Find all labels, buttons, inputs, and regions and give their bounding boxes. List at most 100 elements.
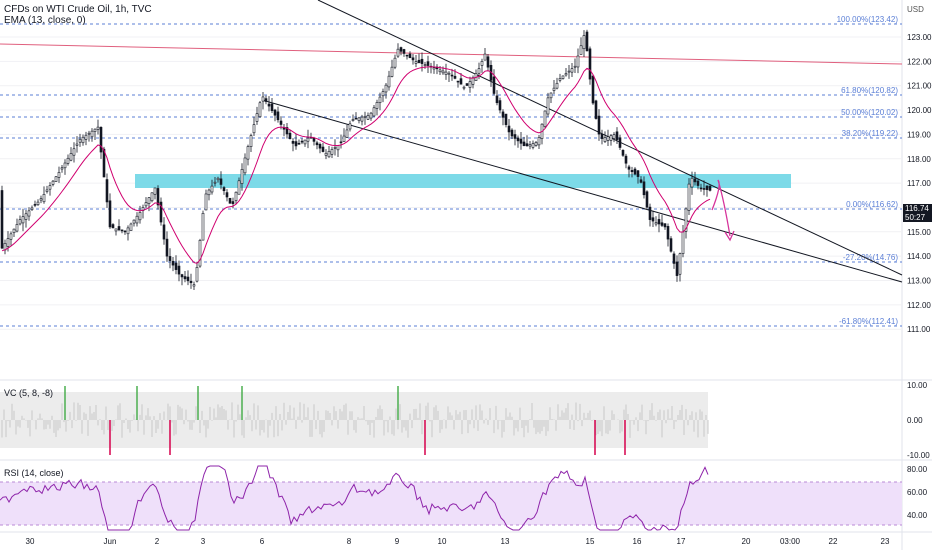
candle-body	[633, 168, 637, 175]
vc-tick: 10.00	[907, 381, 928, 390]
candle-body	[36, 201, 40, 205]
candle-body	[132, 219, 136, 224]
candle-body	[240, 169, 244, 184]
candle-body	[198, 240, 202, 267]
pink-trendline[interactable]	[0, 43, 903, 65]
candle-body	[12, 228, 16, 234]
candle-body	[405, 54, 409, 57]
candle-body	[27, 210, 31, 217]
candle-body	[153, 187, 157, 195]
candle-body	[534, 142, 538, 146]
candle-body	[243, 157, 247, 174]
candle-body	[324, 152, 328, 156]
candle-body	[174, 262, 178, 270]
candle-body	[708, 185, 712, 191]
candle-body	[447, 72, 451, 75]
candle-body	[45, 189, 49, 192]
candle-body	[93, 128, 97, 132]
candle-body	[519, 138, 523, 144]
candle-body	[390, 66, 394, 77]
time-label: 3	[201, 537, 206, 546]
candle-body	[186, 276, 190, 282]
candle-body	[588, 48, 592, 80]
candle-body	[603, 137, 607, 142]
candle-body	[111, 224, 115, 229]
candle-body	[258, 102, 262, 118]
candle-body	[672, 253, 676, 264]
candle-body	[699, 187, 703, 190]
candle-body	[318, 143, 322, 149]
candle-body	[216, 177, 220, 181]
fib-label: 100.00%(123.42)	[837, 15, 899, 24]
candle-body	[21, 216, 25, 224]
candle-body	[138, 212, 142, 221]
candle-body	[693, 178, 697, 183]
candle-body	[177, 265, 181, 275]
candle-body	[117, 226, 121, 231]
candle-body	[51, 180, 55, 185]
candle-body	[210, 185, 214, 193]
candle-body	[213, 181, 217, 184]
candle-body	[525, 143, 529, 147]
candle-body	[72, 148, 76, 156]
candle-body	[168, 256, 172, 261]
candle-body	[357, 117, 361, 121]
time-label: 23	[881, 537, 890, 546]
candle-body	[444, 71, 448, 75]
candle-body	[297, 142, 301, 145]
candle-body	[294, 141, 298, 147]
lower-wedge-line[interactable]	[261, 99, 903, 283]
candle-body	[681, 231, 685, 254]
time-label: 30	[26, 537, 35, 546]
candle-body	[636, 170, 640, 177]
fib-label: 61.80%(120.82)	[841, 86, 898, 95]
fib-retracement[interactable]: 100.00%(123.42) 61.80%(120.82) 50.00%(120.…	[0, 15, 902, 327]
candle-body	[228, 197, 232, 204]
ema-legend[interactable]: EMA (13, close, 0)	[4, 15, 86, 26]
projection-arrow[interactable]	[711, 179, 731, 237]
candle-body	[567, 70, 571, 73]
resistance-zone[interactable]	[135, 174, 791, 188]
candle-body	[102, 148, 106, 178]
candle-body	[666, 226, 670, 240]
candle-body	[78, 138, 82, 143]
candle-body	[0, 190, 4, 249]
candle-body	[453, 75, 457, 79]
rsi-legend[interactable]: RSI (14, close)	[4, 468, 64, 478]
candle-body	[6, 238, 10, 247]
candle-body	[183, 276, 187, 280]
candle-body	[675, 261, 679, 276]
time-label: 15	[586, 537, 595, 546]
candle-body	[9, 233, 13, 240]
candle-body	[237, 180, 241, 195]
candle-body	[498, 100, 502, 111]
last-price-badge: 116.74 50:27	[903, 204, 932, 222]
candle-body	[369, 112, 373, 119]
candle-body	[471, 77, 475, 85]
candle-body	[552, 87, 556, 91]
candle-body	[291, 141, 295, 144]
candle-body	[516, 137, 520, 142]
time-label: 2	[155, 537, 160, 546]
candle-body	[366, 115, 370, 120]
candle-body	[495, 95, 499, 104]
rsi-tick: 60.00	[907, 488, 928, 497]
candle-body	[165, 238, 169, 257]
candle-body	[378, 96, 382, 104]
candle-body	[423, 64, 427, 66]
price-tick: 122.00	[907, 57, 932, 66]
price-tick: 123.00	[907, 33, 932, 42]
candle-body	[333, 147, 337, 149]
vc-legend[interactable]: VC (5, 8, -8)	[4, 388, 54, 398]
candle-body	[354, 117, 358, 120]
candle-body	[246, 146, 250, 160]
candle-body	[192, 284, 196, 287]
candle-body	[549, 92, 553, 99]
candle-body	[231, 201, 235, 204]
candle-body	[696, 180, 700, 186]
time-label: 6	[260, 537, 265, 546]
candle-body	[372, 107, 376, 117]
candle-body	[600, 134, 604, 139]
symbol-title[interactable]: CFDs on WTI Crude Oil, 1h, TVC	[4, 4, 152, 15]
